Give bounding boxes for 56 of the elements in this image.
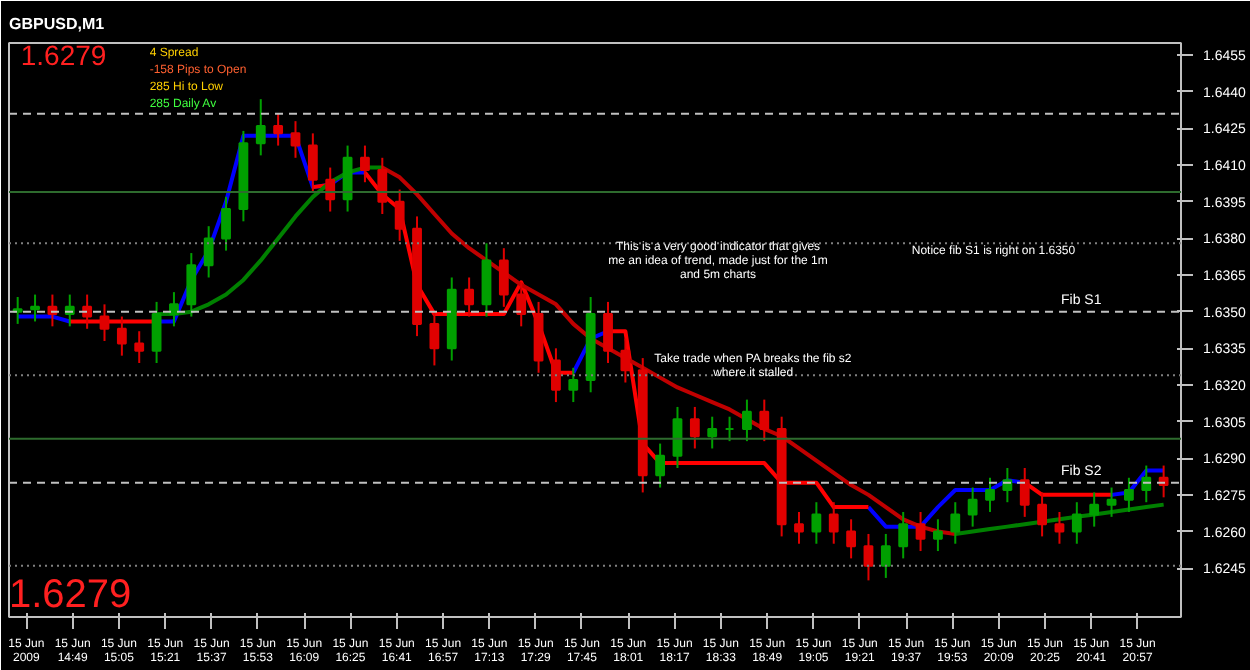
candlestick <box>221 195 231 252</box>
candlestick <box>377 156 388 215</box>
candlestick <box>794 510 804 545</box>
candlestick <box>1106 486 1117 518</box>
candlestick <box>603 300 613 364</box>
candlestick <box>116 315 127 357</box>
candlestick <box>707 415 718 450</box>
candlestick <box>846 518 857 560</box>
candlestick <box>863 532 874 582</box>
candlestick <box>967 486 978 528</box>
annotation: 1.6279 <box>9 573 132 618</box>
candlestick <box>1019 467 1030 518</box>
candlestick <box>915 510 926 553</box>
candlestick <box>255 98 266 157</box>
candlestick <box>481 242 492 318</box>
candlestick <box>828 501 839 545</box>
candlestick <box>1071 501 1082 545</box>
candlestick <box>325 166 336 213</box>
candlestick <box>186 252 197 318</box>
annotation: 1.6279 <box>20 39 107 72</box>
candlestick <box>99 303 110 342</box>
candlestick <box>811 501 822 545</box>
candlestick <box>30 293 40 323</box>
candlestick <box>307 132 318 193</box>
candlestick <box>360 144 370 184</box>
candlestick <box>551 347 561 404</box>
candlestick <box>82 293 93 330</box>
candlestick <box>759 398 770 443</box>
candlestick <box>620 337 631 384</box>
candlestick <box>1089 491 1100 528</box>
candlestick <box>950 501 961 545</box>
candlestick <box>985 476 995 513</box>
candlestick <box>151 300 162 364</box>
candlestick <box>429 310 440 367</box>
candlestick <box>1037 491 1047 538</box>
chart-title: GBPUSD,M1 <box>9 15 106 33</box>
candlestick <box>880 532 891 579</box>
candlestick <box>134 330 145 364</box>
candlestick <box>742 398 752 443</box>
candlestick <box>290 120 301 159</box>
candlestick <box>203 225 214 279</box>
candlestick <box>394 188 405 242</box>
candlestick <box>498 247 509 308</box>
candlestick <box>533 300 544 374</box>
candlestick <box>568 366 579 404</box>
candlestick <box>933 518 943 553</box>
candlestick <box>464 276 475 318</box>
candlestick <box>655 442 666 489</box>
candlestick <box>169 291 179 328</box>
candlestick <box>12 296 23 325</box>
candlestick <box>1054 510 1065 545</box>
candlestick <box>689 405 700 450</box>
candlestick <box>898 510 909 560</box>
candlestick <box>516 281 527 328</box>
candlestick <box>1124 476 1134 513</box>
candlestick <box>273 112 284 147</box>
